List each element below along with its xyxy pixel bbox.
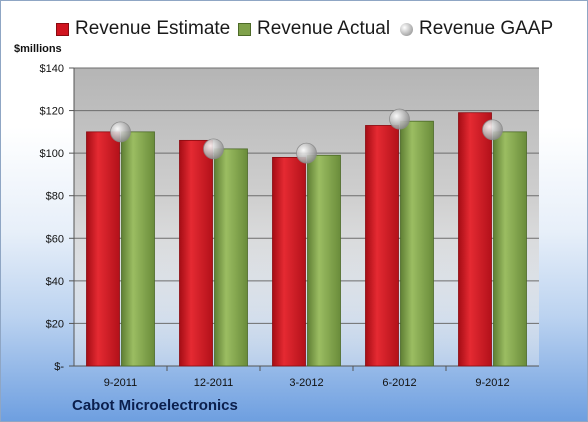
legend-swatch-actual [238,22,251,36]
legend-item-gaap: Revenue GAAP [400,14,553,44]
legend-label-gaap: Revenue GAAP [419,18,554,39]
legend-label-estimate: Revenue Estimate [75,18,231,39]
gaap-markers [110,108,503,164]
bar-estimate-6-2012 [365,125,399,367]
x-tick-label: 9-2012 [475,377,509,389]
marker-gaap-6-2012 [389,108,410,130]
y-tick-label: $140 [40,63,64,75]
x-axis-ticks: 9-2011 12-2011 3-2012 6-2012 9-2012 [104,366,510,389]
legend-swatch-estimate [56,22,69,36]
bar-estimate-9-2012 [458,112,492,367]
y-tick-label: $40 [46,276,64,288]
bar-actual-3-2012 [307,154,341,367]
y-tick-label: $20 [46,318,64,330]
marker-gaap-12-2011 [203,138,224,160]
legend-label-actual: Revenue Actual [257,18,391,39]
marker-gaap-3-2012 [296,142,317,164]
marker-gaap-9-2012 [482,119,503,141]
y-tick-label: $80 [46,191,64,203]
y-tick-label: $100 [40,148,64,160]
company-name: Cabot Microelectronics [72,397,238,414]
y-axis-ticks: $- $20 $40 $60 $80 $100 $120 $140 [40,63,539,373]
legend-item-actual: Revenue Actual [238,14,390,44]
x-tick-label: 9-2011 [104,377,137,389]
marker-gaap-9-2011 [110,121,131,143]
x-tick-label: 6-2012 [382,377,416,389]
bar-actual-6-2012 [400,120,434,367]
legend: Revenue Estimate Revenue Actual Revenue … [0,14,588,44]
y-tick-label: $120 [40,106,64,118]
y-axis-units: $millions [14,43,62,55]
x-tick-label: 12-2011 [194,377,234,389]
bar-actual-9-2012 [493,131,527,367]
bars [86,112,527,367]
bar-actual-9-2011 [121,131,155,367]
y-tick-label: $- [54,361,64,373]
y-tick-label: $60 [46,233,64,245]
legend-marker-gaap [400,22,413,36]
x-tick-label: 3-2012 [289,377,323,389]
bar-estimate-12-2011 [179,139,213,367]
bar-estimate-3-2012 [272,156,306,367]
bar-estimate-9-2011 [86,131,120,367]
bar-actual-12-2011 [214,148,248,367]
legend-item-estimate: Revenue Estimate [56,14,230,44]
